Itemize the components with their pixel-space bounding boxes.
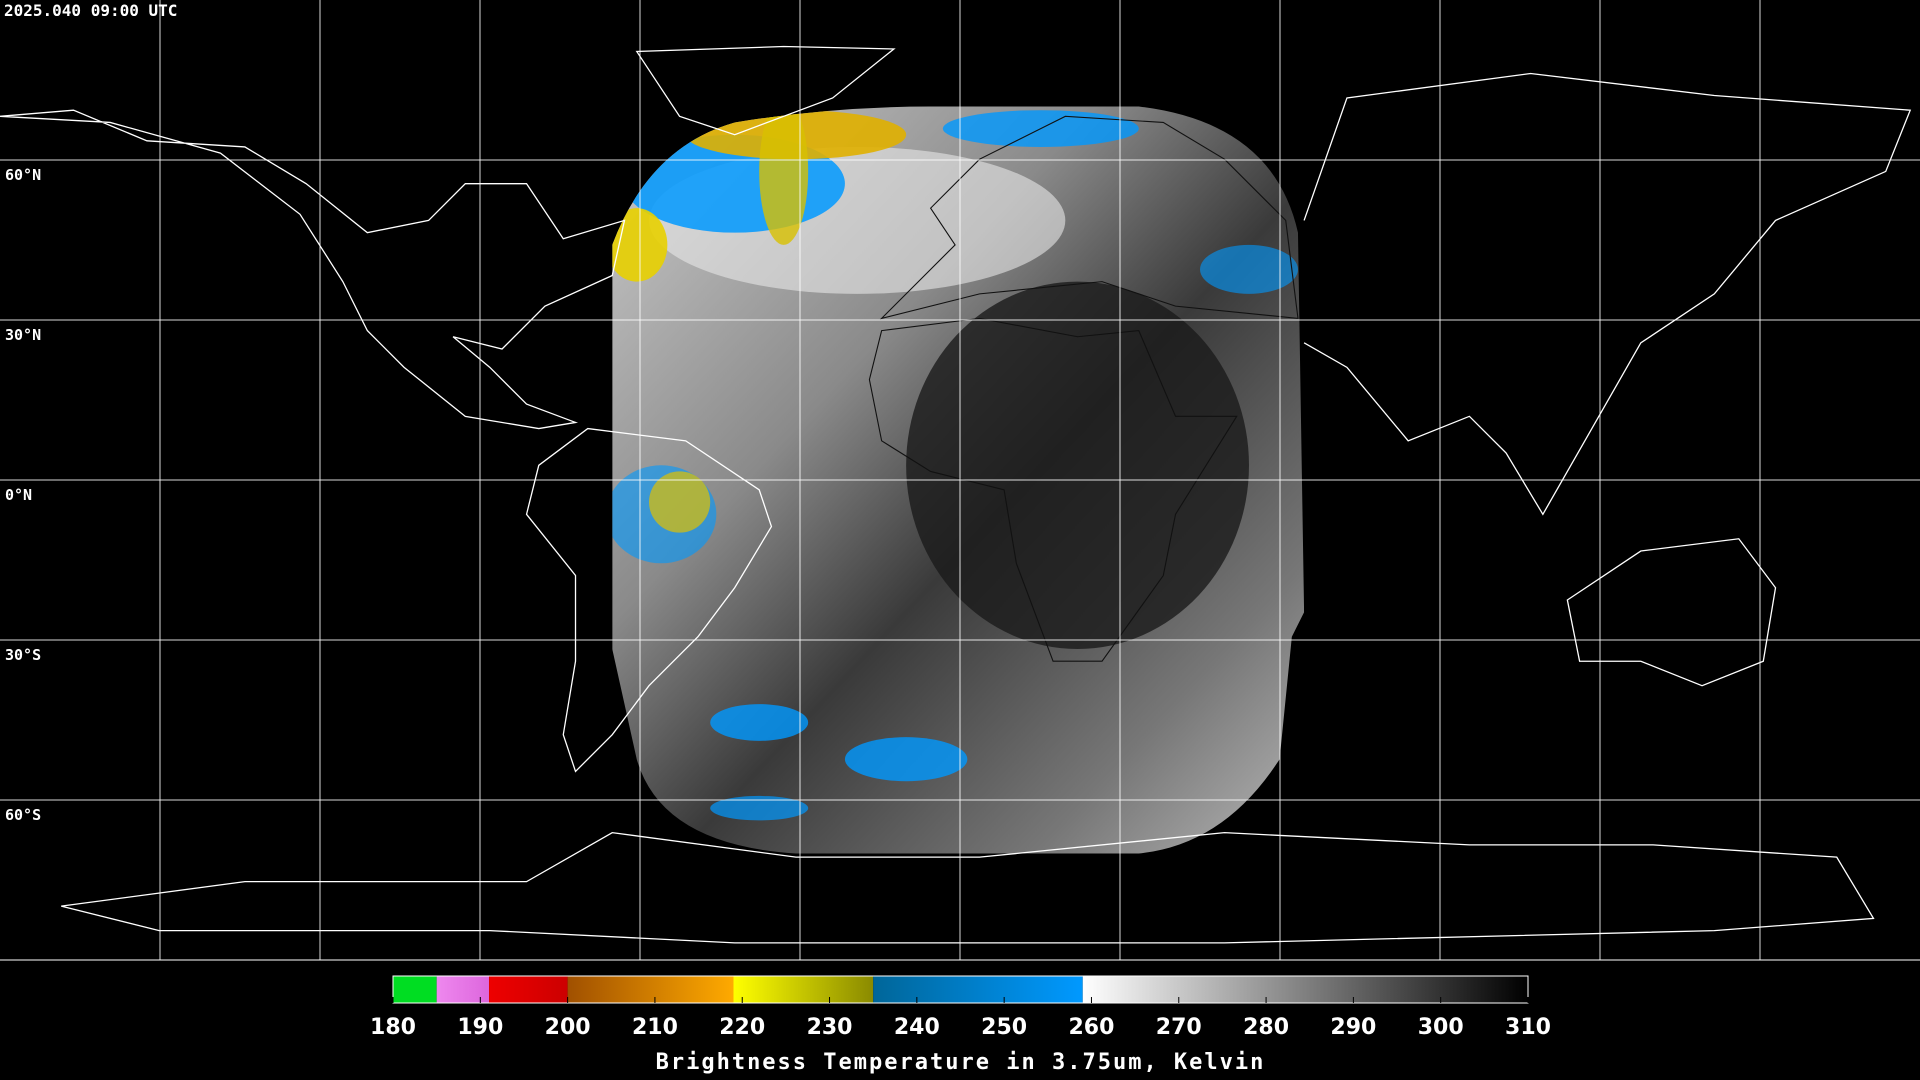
colorbar-tick-label: 210 — [632, 1015, 678, 1040]
timestamp: 2025.040 09:00 UTC — [4, 1, 177, 20]
colorbar: 180 190 200 210 220 230 240 250 260 270 280 290 300 3… — [370, 975, 1551, 1075]
colorbar-tick-label: 240 — [894, 1015, 940, 1040]
cold-cloud — [710, 704, 809, 741]
colorbar-segment — [1082, 976, 1528, 1003]
warm-land — [906, 281, 1249, 649]
colorbar-segment — [489, 976, 568, 1003]
cold-cloud — [710, 795, 809, 821]
colorbar-tick-label: 200 — [545, 1015, 591, 1040]
latitude-label: 60°N — [5, 166, 41, 184]
colorbar-segment — [873, 976, 1083, 1003]
colorbar-tick-label: 300 — [1418, 1015, 1464, 1040]
colorbar-tick-label: 260 — [1068, 1015, 1114, 1040]
europe — [882, 116, 1298, 318]
colorbar-segment — [733, 976, 874, 1003]
very-cold-cloud — [759, 106, 809, 245]
colorbar-segment — [567, 976, 734, 1003]
latitude-label: 0°N — [5, 486, 32, 504]
colorbar-segment — [436, 976, 490, 1003]
latitude-label: 30°S — [5, 646, 41, 664]
colorbar-tick-label: 270 — [1156, 1015, 1202, 1040]
colorbar-tick-label: 250 — [981, 1015, 1027, 1040]
latitude-label: 30°N — [5, 326, 41, 344]
colorbar-tick-label: 190 — [457, 1015, 503, 1040]
antarctica — [61, 833, 1873, 943]
colorbar-title: Brightness Temperature in 3.75um, Kelvin — [656, 1050, 1266, 1075]
colorbar-tick-label: 290 — [1330, 1015, 1376, 1040]
asia — [1304, 73, 1910, 514]
colorbar-tick-label: 230 — [807, 1015, 853, 1040]
very-cold-cloud — [612, 208, 668, 282]
north-america — [0, 110, 624, 428]
greenland — [637, 47, 894, 135]
cold-cloud — [844, 737, 968, 782]
colorbar-tick-label: 310 — [1505, 1015, 1551, 1040]
very-cold-cloud — [648, 471, 711, 533]
graticule: 60°N 30°N 0°N 30°S 60°S — [0, 0, 1920, 961]
africa — [869, 318, 1236, 661]
satellite-image — [612, 106, 1305, 854]
south-america — [527, 429, 772, 772]
latitude-label: 60°S — [5, 806, 41, 824]
colorbar-frame — [392, 975, 1529, 1004]
cold-cloud — [1200, 244, 1298, 294]
colorbar-tick-label: 280 — [1243, 1015, 1289, 1040]
colorbar-segment — [393, 976, 437, 1003]
colorbar-tick-label: 180 — [370, 1015, 416, 1040]
colorbar-tick-label: 220 — [719, 1015, 765, 1040]
